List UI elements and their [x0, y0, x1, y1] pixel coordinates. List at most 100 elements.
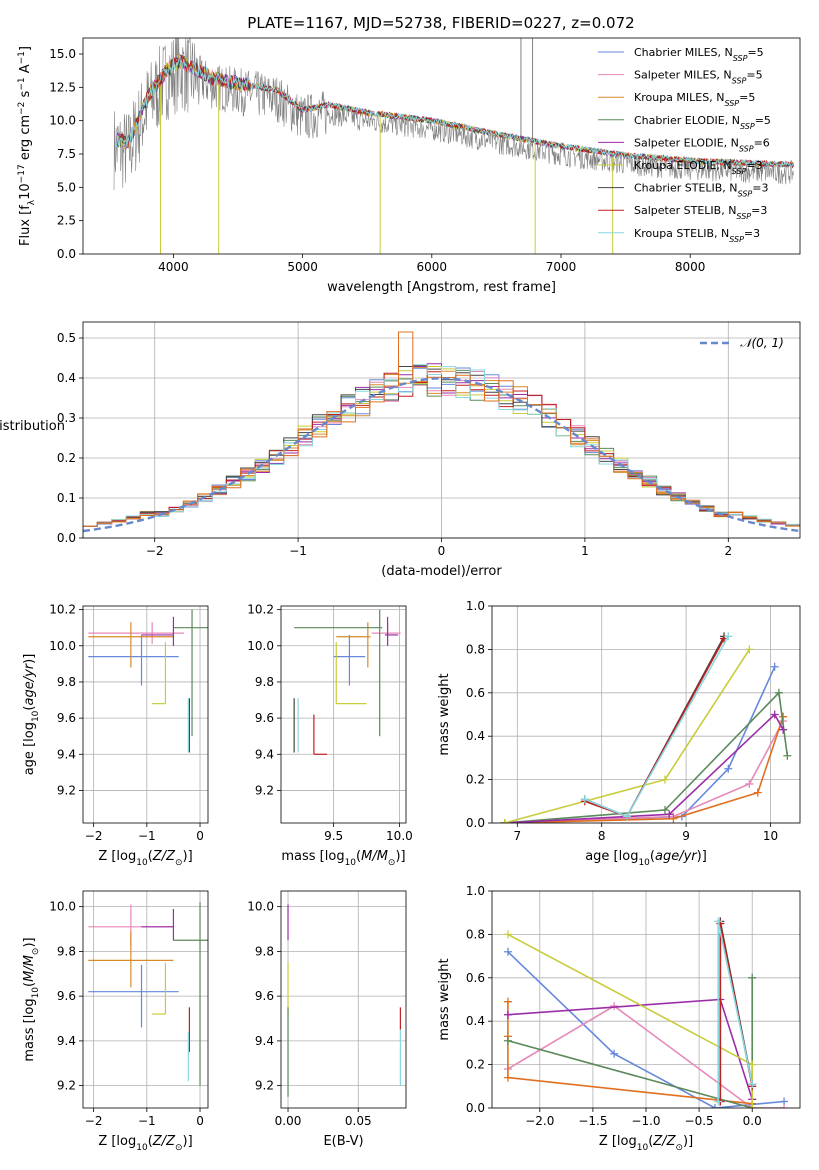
y-tick-label: 10.0: [49, 114, 76, 128]
x-tick-label: −1.5: [578, 1114, 607, 1128]
y-tick-label: 5.0: [57, 180, 76, 194]
weight-marker: [665, 810, 674, 819]
y-tick-label: 9.6: [57, 711, 76, 725]
weight-marker: [610, 1002, 619, 1011]
plot-area-mass-Z: [88, 902, 208, 1086]
x-axis-label: E(B-V): [323, 1134, 363, 1149]
y-tick-label: 9.8: [255, 944, 274, 958]
legend-entry: Kroupa ELODIE, NSSP=3: [634, 159, 763, 176]
x-tick-label: 7000: [546, 260, 577, 274]
weight-marker: [745, 645, 754, 654]
x-axis-label: Z [log10(Z/Z⊙)]: [599, 1134, 693, 1153]
y-tick-label: 9.4: [255, 747, 274, 761]
y-tick-label: 10.0: [49, 639, 76, 653]
weight-marker: [669, 814, 678, 823]
y-axis-label: age [log10(age/yr)]: [22, 654, 41, 776]
weight-marker: [780, 1104, 789, 1108]
legend-entry: Chabrier STELIB, NSSP=3: [634, 182, 768, 199]
y-tick-label: 0.4: [466, 1014, 485, 1028]
y-tick-label: 0.3: [57, 411, 76, 425]
weight-marker: [714, 1097, 723, 1106]
figure-title: PLATE=1167, MJD=52738, FIBERID=0227, z=0…: [247, 14, 634, 32]
weight-marker: [770, 710, 779, 719]
y-tick-label: 10.0: [49, 900, 76, 914]
x-tick-label: 0: [438, 544, 446, 558]
x-axis-label: wavelength [Angstrom, rest frame]: [327, 280, 556, 295]
y-axis-label: Flux [fλ10−17 erg cm−2 s−1 A−1]: [17, 46, 37, 246]
weight-marker: [660, 805, 669, 814]
y-axis-label: mass [log10(M/M⊙)]: [22, 937, 41, 1061]
weight-marker: [779, 725, 788, 734]
x-tick-label: 9.5: [324, 829, 343, 843]
y-tick-label: 9.4: [255, 1034, 274, 1048]
axes-frame: [280, 890, 407, 1109]
x-tick-label: 0.05: [345, 1114, 372, 1128]
residual-legend: 𝒩(0, 1): [700, 336, 784, 350]
legend-entry: Salpeter ELODIE, NSSP=6: [634, 136, 770, 153]
weight-marker: [503, 1036, 512, 1045]
y-tick-label: 0.4: [57, 371, 76, 385]
legend-entry: Salpeter STELIB, NSSP=3: [634, 204, 767, 221]
legend-entry: 𝒩(0, 1): [740, 336, 784, 350]
weight-marker: [724, 764, 733, 773]
weight-line: [584, 636, 729, 818]
weight-marker: [660, 775, 669, 784]
observed-spectrum-line: [113, 38, 794, 191]
weight-marker: [724, 632, 733, 641]
legend-entry: Chabrier MILES, NSSP=5: [634, 46, 764, 63]
x-tick-label: 5000: [287, 260, 318, 274]
axes-frame: [82, 321, 801, 539]
y-axis-label: mass weight: [437, 958, 452, 1040]
x-tick-label: 2: [724, 544, 732, 558]
weight-marker: [748, 1060, 757, 1069]
weight-marker: [748, 1104, 757, 1108]
x-tick-label: 10.0: [386, 829, 413, 843]
y-tick-label: 9.2: [255, 783, 274, 797]
spectrum-legend: Chabrier MILES, NSSP=5 Salpeter MILES, NS…: [598, 46, 771, 243]
y-tick-label: 9.2: [255, 1079, 274, 1093]
y-tick-label: 9.6: [57, 989, 76, 1003]
x-axis-label: Z [log10(Z/Z⊙)]: [98, 849, 192, 868]
y-tick-label: 9.6: [255, 989, 274, 1003]
axes-frame: [491, 890, 801, 1109]
x-tick-label: −2: [146, 544, 164, 558]
axes-mass-EBV: 0.00 0.05 9.2 9.4 9.6 9.8 10.0 E(B-V): [247, 890, 407, 1149]
weight-marker: [774, 688, 783, 697]
y-tick-label: 9.4: [57, 1034, 76, 1048]
y-tick-label: 9.2: [57, 1079, 76, 1093]
x-tick-label: −2.0: [525, 1114, 554, 1128]
y-tick-label: 0.6: [466, 686, 485, 700]
legend-entry: Kroupa STELIB, NSSP=3: [634, 227, 760, 244]
axes-frame: [82, 605, 209, 824]
x-tick-label: −2: [85, 829, 103, 843]
y-tick-label: 0.6: [466, 971, 485, 985]
axes-spectrum: 4000 5000 6000 7000 8000 0.0 2.5 5.0 7.5 10.0 12.5…: [17, 37, 801, 295]
weight-marker: [753, 788, 762, 797]
y-tick-label: 2.5: [57, 214, 76, 228]
x-tick-label: −1.0: [631, 1114, 660, 1128]
y-tick-label: 9.2: [57, 783, 76, 797]
axes-age-Z: −2 −1 0 9.2 9.4 9.6 9.8 10.0 10.2 Z [log10(Z/Z⊙)]…: [22, 603, 209, 868]
y-tick-label: 10.0: [247, 900, 274, 914]
plot-area-age-mass: [293, 609, 401, 755]
x-axis-label: mass [log10(M/M⊙)]: [281, 849, 405, 868]
y-axis-label: mass weight: [437, 673, 452, 755]
weight-marker: [500, 819, 509, 823]
weight-marker: [711, 1104, 720, 1108]
y-tick-label: 0.2: [466, 1058, 485, 1072]
axes-weight-Z: −2.0 −1.5 −1.0 −0.5 0.0 0.0 0.2 0.4 0.6 0.8 1.0 Z […: [437, 884, 801, 1153]
weight-marker: [503, 930, 512, 939]
axes-age-mass: 9.5 10.0 9.2 9.4 9.6 9.8 10.0 10.2 mass [log10(M…: [247, 603, 412, 868]
x-tick-label: 1: [581, 544, 589, 558]
plot-area-age-Z: [88, 609, 208, 753]
weight-line: [507, 951, 785, 1108]
y-tick-label: 0.5: [57, 331, 76, 345]
y-tick-label: 9.4: [57, 747, 76, 761]
y-tick-label: 1.0: [466, 884, 485, 898]
weight-line: [507, 1005, 785, 1108]
x-tick-label: −1: [138, 1114, 156, 1128]
weight-marker: [503, 997, 512, 1006]
x-axis-label: Z [log10(Z/Z⊙)]: [98, 1134, 192, 1153]
weight-line: [504, 691, 789, 823]
